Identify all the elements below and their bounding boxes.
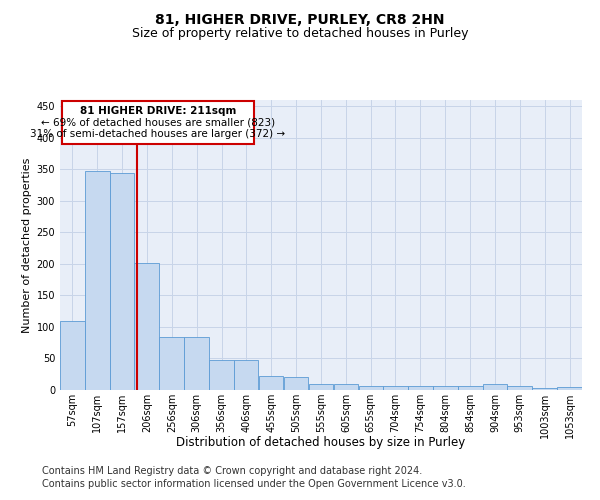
Bar [134, 262, 159, 390]
Bar [110, 172, 134, 390]
Y-axis label: Number of detached properties: Number of detached properties [22, 158, 32, 332]
Bar [483, 384, 507, 390]
Bar [85, 170, 110, 390]
Bar [184, 337, 209, 390]
Bar [359, 386, 383, 390]
Text: 31% of semi-detached houses are larger (372) →: 31% of semi-detached houses are larger (… [31, 129, 286, 139]
Bar [532, 388, 557, 390]
Text: 81, HIGHER DRIVE, PURLEY, CR8 2HN: 81, HIGHER DRIVE, PURLEY, CR8 2HN [155, 12, 445, 26]
Bar [284, 378, 308, 390]
Bar [60, 320, 85, 390]
FancyBboxPatch shape [62, 102, 254, 144]
Bar [209, 360, 234, 390]
Bar [458, 386, 482, 390]
Text: Contains HM Land Registry data © Crown copyright and database right 2024.: Contains HM Land Registry data © Crown c… [42, 466, 422, 476]
Bar [308, 384, 334, 390]
Bar [383, 386, 408, 390]
Bar [408, 386, 433, 390]
Text: ← 69% of detached houses are smaller (823): ← 69% of detached houses are smaller (82… [41, 118, 275, 128]
Text: Distribution of detached houses by size in Purley: Distribution of detached houses by size … [176, 436, 466, 449]
Bar [507, 386, 532, 390]
Bar [557, 387, 582, 390]
Bar [160, 337, 184, 390]
Text: Size of property relative to detached houses in Purley: Size of property relative to detached ho… [132, 28, 468, 40]
Bar [334, 384, 358, 390]
Text: 81 HIGHER DRIVE: 211sqm: 81 HIGHER DRIVE: 211sqm [80, 106, 236, 116]
Bar [234, 360, 259, 390]
Bar [259, 376, 283, 390]
Bar [433, 386, 458, 390]
Text: Contains public sector information licensed under the Open Government Licence v3: Contains public sector information licen… [42, 479, 466, 489]
